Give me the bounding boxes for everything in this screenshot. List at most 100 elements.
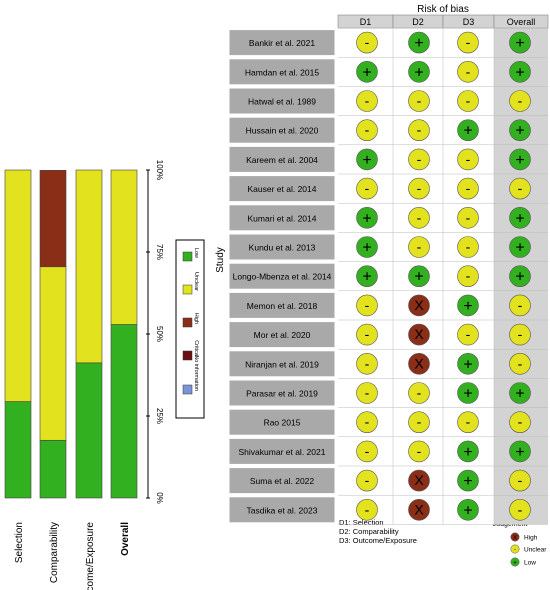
judgement-dot-kundu-et-al-2013-d1 bbox=[356, 236, 378, 258]
judgement-dot-kareem-et-al-2004-overall bbox=[509, 148, 531, 171]
judgement-dot-shivakumar-et-al-2021-d1 bbox=[356, 440, 378, 463]
judgement-symbol: - bbox=[466, 151, 471, 167]
judgement-symbol: - bbox=[466, 326, 471, 342]
judgement-symbol: - bbox=[365, 385, 370, 401]
judgement-dot-mor-et-al-2020-d2 bbox=[408, 323, 430, 346]
judgement-symbol: - bbox=[365, 414, 370, 430]
judgement-symbol: X bbox=[414, 501, 424, 517]
study-label-hamdan-et-al-2015: Hamdan et al. 2015 bbox=[245, 67, 319, 77]
judgement-dot-longo-mbenza-et-al-2014-d2 bbox=[408, 265, 430, 288]
legend-swatch-high bbox=[182, 317, 193, 328]
bar-overall-unclear bbox=[110, 169, 138, 325]
legend-label-no-information: No information bbox=[193, 355, 199, 391]
study-label-box bbox=[228, 29, 336, 57]
judgement-symbol: + bbox=[362, 240, 371, 257]
legend-swatch-unclear bbox=[182, 284, 193, 295]
judgement-dot-niranjan-et-al-2019-d3 bbox=[457, 352, 479, 375]
judgement-dot-longo-mbenza-et-al-2014-d1 bbox=[356, 265, 378, 288]
judgement-dot-longo-mbenza-et-al-2014-d3 bbox=[457, 265, 479, 288]
bar-selection-unclear bbox=[4, 169, 32, 402]
judgement-dot-mor-et-al-2020-overall bbox=[509, 323, 531, 346]
judgement-symbol: - bbox=[365, 501, 370, 517]
judgement-symbol: - bbox=[365, 34, 370, 50]
judgement-symbol: - bbox=[518, 414, 523, 430]
study-label-box bbox=[228, 175, 336, 203]
judgement-symbol: - bbox=[365, 93, 370, 109]
judgement-dot-hatwal-et-al-1989-d1 bbox=[356, 90, 378, 112]
judgement-symbol: X bbox=[414, 355, 424, 371]
judgement-dot-suma-et-al-2022-d2 bbox=[408, 469, 430, 492]
judgement-symbol: + bbox=[515, 386, 524, 403]
bar-comparability-unclear bbox=[39, 266, 67, 441]
study-label-hussain-et-al-2020: Hussain et al. 2020 bbox=[246, 126, 319, 136]
study-label-box bbox=[228, 87, 336, 115]
judgement-legend-label-low: Low bbox=[524, 559, 536, 566]
judgement-symbol: - bbox=[518, 297, 523, 313]
judgement-symbol: + bbox=[414, 35, 423, 52]
judgement-symbol: - bbox=[417, 239, 422, 255]
judgement-dot-parasar-et-al-2019-d1 bbox=[356, 382, 378, 404]
judgement-dot-kareem-et-al-2004-d2 bbox=[408, 148, 430, 171]
footnote-d2: D2: Comparability bbox=[339, 527, 399, 536]
study-label-box bbox=[228, 321, 336, 349]
study-label-box bbox=[228, 291, 336, 319]
category-label-outcome-exposure: Outcome/Exposure bbox=[85, 522, 96, 590]
judgement-symbol: - bbox=[417, 414, 422, 430]
study-label-box bbox=[228, 379, 336, 407]
judgement-symbol: X bbox=[414, 297, 424, 313]
judgement-dot-kauser-et-al-2014-d2 bbox=[408, 177, 430, 200]
footnote-d3: D3: Outcome/Exposure bbox=[339, 536, 417, 545]
judgement-symbol: - bbox=[417, 122, 422, 138]
judgement-symbol: - bbox=[518, 180, 523, 196]
judgement-symbol: + bbox=[515, 240, 524, 257]
study-label-box bbox=[228, 58, 336, 86]
judgement-symbol: - bbox=[466, 63, 471, 79]
study-label-shivakumar-et-al-2021: Shivakumar et al. 2021 bbox=[239, 447, 326, 457]
judgement-dot-tasdika-et-al-2023-d3 bbox=[457, 498, 479, 521]
study-axis-label: Study bbox=[215, 247, 226, 273]
judgement-dot-bankir-et-al-2021-d1 bbox=[356, 31, 378, 54]
risk-of-bias-header: Risk of bias bbox=[417, 4, 469, 15]
judgement-symbol: - bbox=[365, 355, 370, 371]
percent-tick-label: 25% bbox=[155, 408, 164, 424]
traffic-light-plot: Risk of bias Study D1: Selection D2: Com… bbox=[215, 4, 549, 567]
judgement-symbol: - bbox=[466, 180, 471, 196]
judgement-legend-label-unclear: Unclear bbox=[524, 546, 547, 553]
judgement-dot-tasdika-et-al-2023-d2 bbox=[408, 498, 430, 521]
judgement-legend-symbol: - bbox=[514, 547, 516, 553]
judgement-symbol: + bbox=[463, 123, 472, 140]
judgement-dot-suma-et-al-2022-d3 bbox=[457, 469, 479, 492]
judgement-dot-hatwal-et-al-1989-d3 bbox=[457, 90, 479, 112]
study-label-rao-2015: Rao 2015 bbox=[264, 418, 301, 428]
judgement-symbol: - bbox=[466, 34, 471, 50]
percent-tick-label: 100% bbox=[155, 160, 164, 180]
study-label-longo-mbenza-et-al-2014: Longo-Mbenza et al. 2014 bbox=[233, 272, 332, 282]
judgement-dot-niranjan-et-al-2019-d2 bbox=[408, 352, 430, 375]
judgement-symbol: - bbox=[466, 93, 471, 109]
judgement-dot-suma-et-al-2022-overall bbox=[509, 469, 531, 492]
judgement-legend-dot-high bbox=[510, 532, 520, 542]
judgement-symbol: - bbox=[518, 326, 523, 342]
judgement-symbol: + bbox=[515, 64, 524, 81]
judgement-dot-rao-2015-overall bbox=[509, 411, 531, 434]
study-label-box bbox=[228, 116, 336, 144]
column-header-d3: D3 bbox=[463, 17, 475, 27]
study-label-box bbox=[228, 233, 336, 261]
judgement-symbol: + bbox=[515, 269, 524, 286]
judgement-symbol: X bbox=[414, 326, 424, 342]
judgement-symbol: + bbox=[362, 152, 371, 169]
judgement-symbol: + bbox=[515, 123, 524, 140]
study-label-box bbox=[228, 145, 336, 173]
legend-swatch-critical bbox=[182, 350, 193, 361]
judgement-dot-memon-et-al-2018-d2 bbox=[408, 294, 430, 317]
judgement-dot-shivakumar-et-al-2021-overall bbox=[509, 440, 531, 463]
judgement-legend-label-high: High bbox=[524, 534, 538, 541]
judgement-dot-kumari-et-al-2014-overall bbox=[509, 207, 531, 229]
bar-outcome-exposure-low bbox=[75, 362, 103, 499]
legend-label-critical: Critical bbox=[193, 340, 199, 357]
legend-swatch-low bbox=[182, 251, 193, 262]
judgement-dot-memon-et-al-2018-d3 bbox=[457, 294, 479, 317]
judgement-legend-symbol: X bbox=[513, 535, 517, 541]
